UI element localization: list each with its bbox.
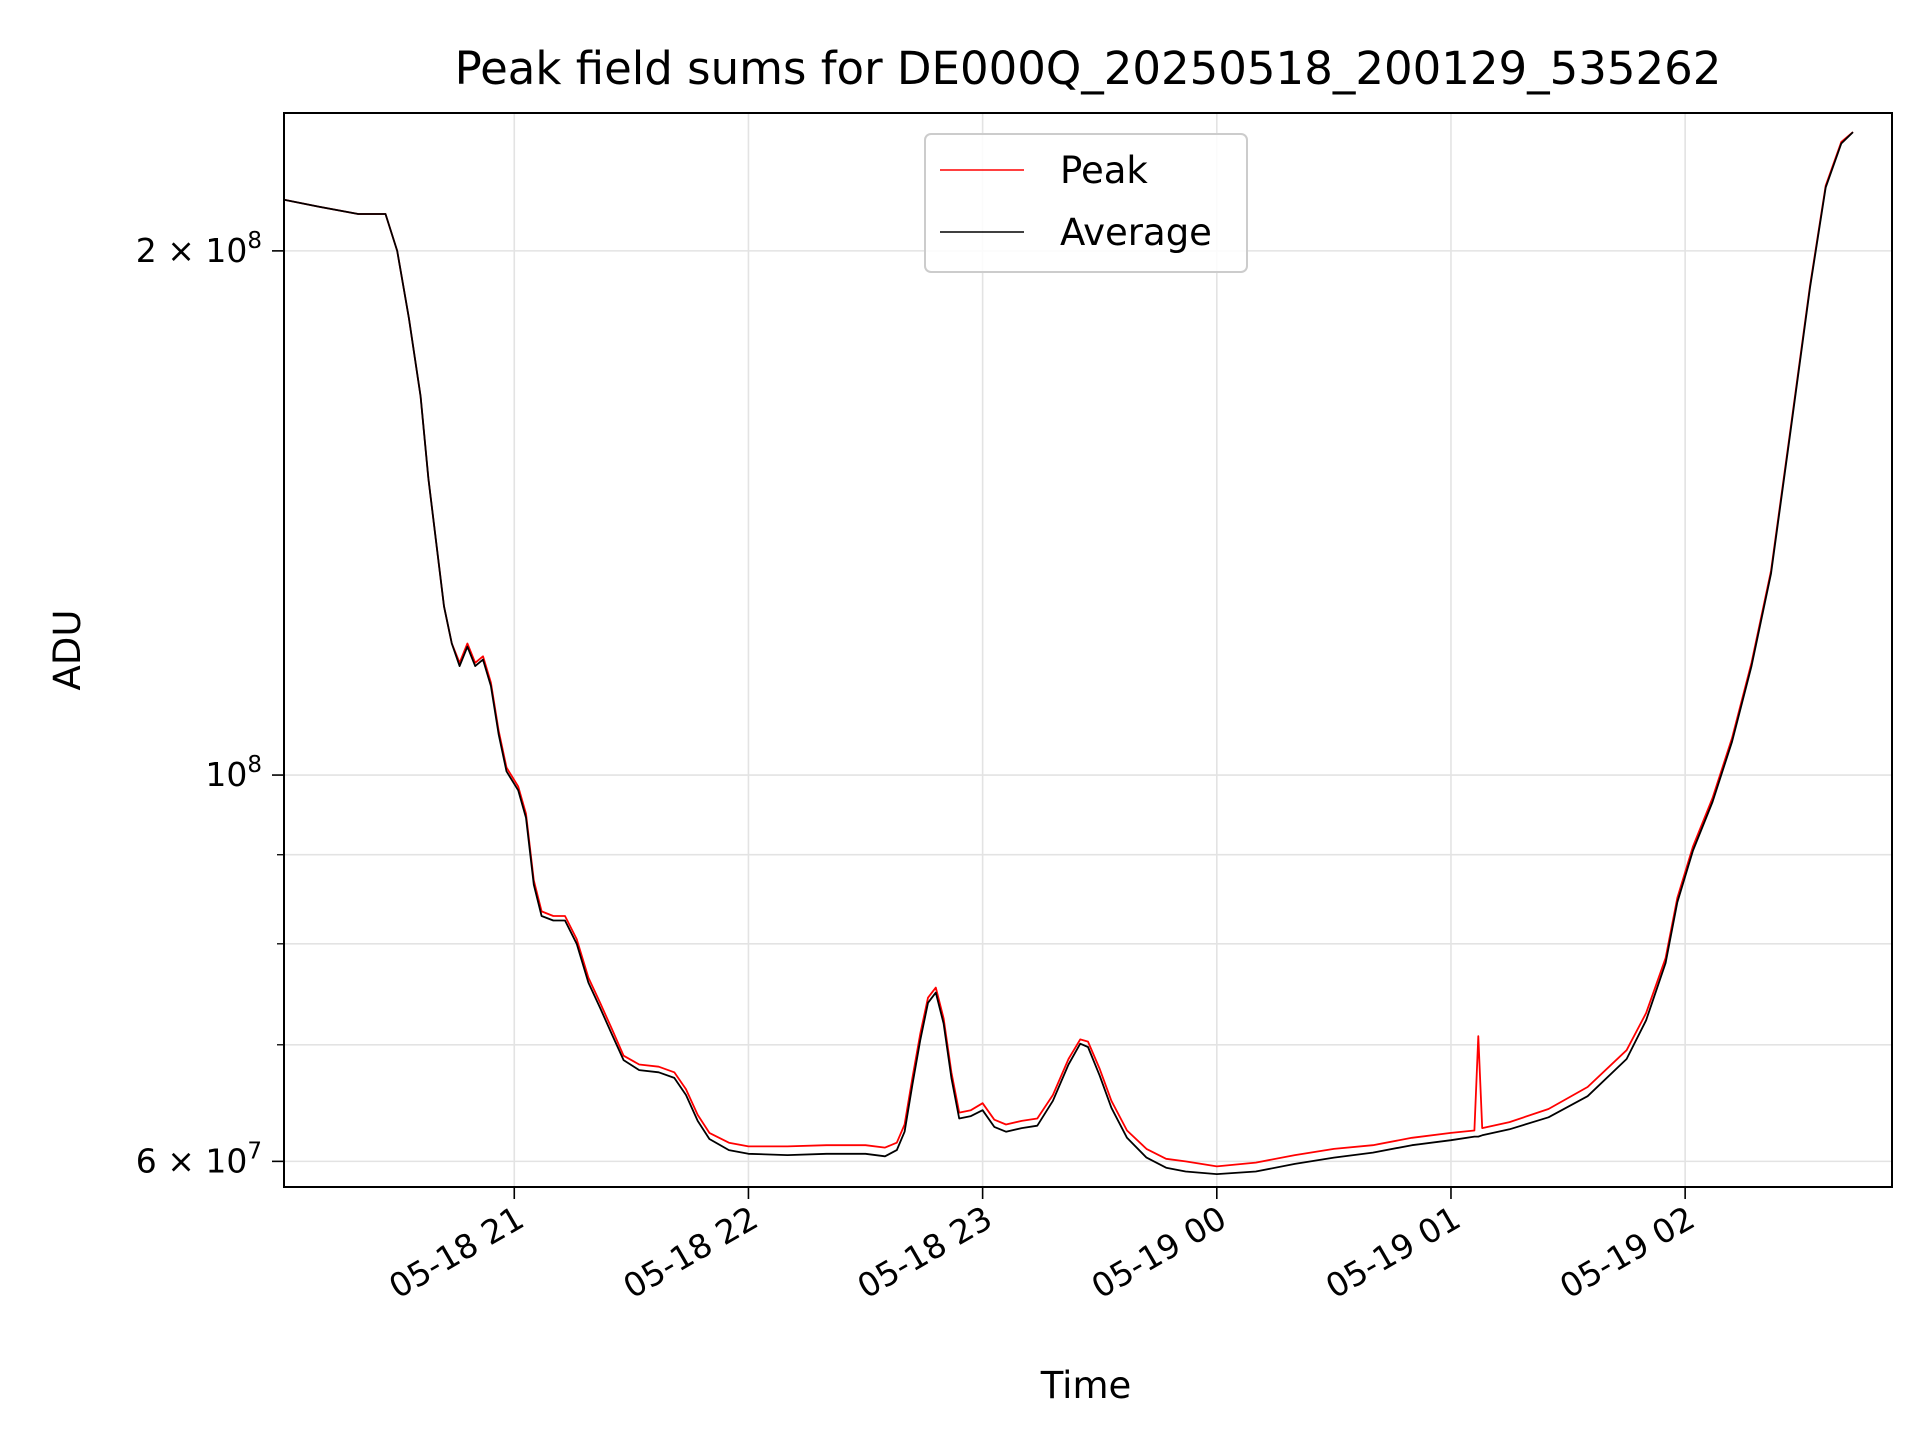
legend-label-average: Average (1060, 211, 1212, 254)
series-line-average (284, 131, 1854, 1175)
y-tick-label: 108 (205, 752, 262, 794)
data-layer (284, 131, 1854, 1175)
y-axis: 6 × 107 108 2 × 108 (136, 228, 284, 1180)
legend: Peak Average (924, 133, 1248, 273)
legend-label-peak: Peak (1060, 149, 1148, 192)
chart-title: Peak field sums for DE000Q_20250518_2001… (455, 42, 1722, 95)
y-tick-label: 6 × 107 (136, 1138, 262, 1180)
y-tick-label: 2 × 108 (136, 228, 262, 270)
y-axis-label: ADU (46, 610, 89, 691)
grid-layer (284, 113, 1892, 1187)
x-axis-label: Time (1040, 1364, 1132, 1407)
plot-area-frame (283, 112, 1893, 1188)
legend-box (924, 133, 1248, 273)
